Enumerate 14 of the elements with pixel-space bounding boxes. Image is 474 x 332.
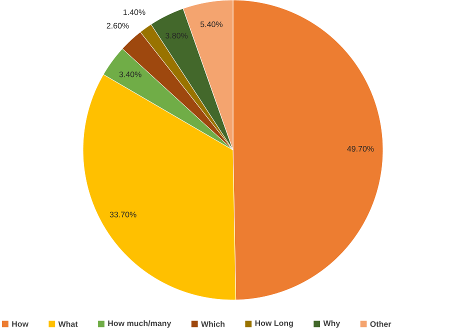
legend-label: How xyxy=(12,321,29,327)
data-label: 2.60% xyxy=(106,22,129,29)
data-label: 3.80% xyxy=(166,32,188,39)
legend-label: Which xyxy=(201,321,225,327)
data-label: 5.40% xyxy=(200,21,223,28)
data-label: 3.40% xyxy=(119,72,142,78)
legend-label: What xyxy=(58,321,78,327)
data-label: 49.70% xyxy=(347,146,374,152)
legend-label: How Long xyxy=(255,320,293,328)
legend-label: Why xyxy=(323,320,340,328)
data-label: 1.40% xyxy=(124,9,146,16)
legend-label: How much/many xyxy=(108,320,172,328)
data-label: 33.70% xyxy=(110,212,136,218)
legend-label: Other xyxy=(370,321,392,327)
